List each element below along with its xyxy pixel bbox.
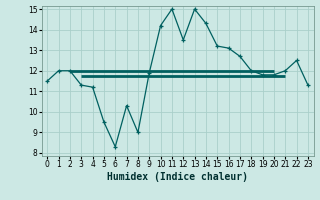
X-axis label: Humidex (Indice chaleur): Humidex (Indice chaleur)	[107, 172, 248, 182]
